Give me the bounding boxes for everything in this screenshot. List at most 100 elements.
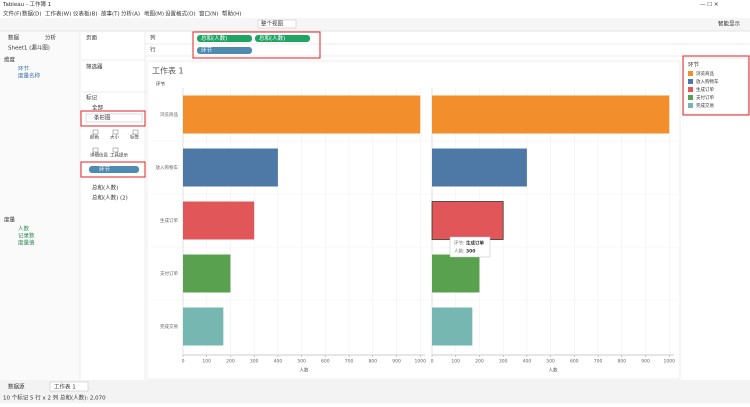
status: 总和(人数): 2,070	[60, 394, 106, 402]
sheet-tab[interactable]: 数据源	[8, 383, 25, 391]
smart-show[interactable]: 智能显示	[718, 20, 741, 28]
color-pill-label[interactable]: 环节	[99, 165, 111, 173]
legend-title: 环节	[688, 61, 700, 69]
category-label: 浏览商品	[160, 111, 178, 118]
mark-button-icon[interactable]	[92, 147, 99, 153]
category-label: 放入购物车	[156, 164, 179, 171]
legend-swatch[interactable]	[688, 71, 693, 76]
view-mode-box[interactable]	[257, 19, 297, 29]
menu-item[interactable]: 故事(T)	[101, 10, 120, 18]
bar	[432, 254, 480, 293]
tooltip-value: 300	[466, 249, 475, 255]
bar	[432, 307, 473, 346]
highlight-box	[682, 55, 750, 116]
shelf-label: 行	[150, 46, 156, 54]
bar	[432, 148, 527, 187]
mark-button-icon[interactable]	[112, 147, 119, 153]
menu-item[interactable]: 地图(M)	[144, 10, 164, 18]
x-tick-label: 1000	[415, 359, 427, 365]
status: 10 个标记	[3, 394, 29, 402]
tab[interactable]: 数据	[8, 34, 20, 42]
x-tick-label: 400	[523, 359, 532, 365]
mark-type-box[interactable]	[85, 113, 143, 123]
legend-label[interactable]: 支付订单	[696, 94, 714, 101]
row-pill[interactable]	[197, 47, 252, 54]
tab[interactable]: 分析	[45, 34, 57, 42]
x-tick-label: 300	[250, 359, 259, 365]
menu-item[interactable]: 工作表(W)	[45, 10, 71, 18]
dimension-field[interactable]: 度量名称	[18, 72, 41, 80]
bar	[183, 95, 421, 134]
legend-swatch[interactable]	[688, 95, 693, 100]
column-pill[interactable]	[197, 35, 252, 42]
mark-button[interactable]: 详细信息	[90, 152, 108, 159]
marks-sub-card[interactable]: 总和(人数)	[92, 184, 118, 192]
mark-button[interactable]: 工具提示	[110, 152, 128, 159]
mark-type[interactable]: 条形图	[94, 114, 111, 122]
worksheet-title: 工作表 1	[152, 66, 184, 76]
bar	[431, 201, 504, 240]
column-pill-label[interactable]: 总和(人数)	[259, 34, 285, 42]
menu-item[interactable]: 窗口(N)	[199, 10, 218, 18]
legend-label[interactable]: 放入购物车	[696, 78, 719, 85]
sheet-tab[interactable]: 工作表 1	[54, 383, 76, 391]
shelf-title: 标记	[86, 94, 98, 102]
toolbar	[0, 18, 750, 31]
x-tick-label: 500	[297, 359, 306, 365]
dimension-field[interactable]: 环节	[18, 65, 30, 73]
marks-sub-card[interactable]: 总和(人数) (2)	[92, 194, 128, 202]
column-pill[interactable]	[255, 35, 310, 42]
window-title: Tableau - 工作簿 1	[2, 0, 51, 8]
mark-button[interactable]: 大小	[110, 134, 119, 141]
x-tick-label: 700	[345, 359, 354, 365]
category-label: 支付订单	[160, 270, 178, 277]
view-mode[interactable]: 整个视图	[261, 20, 284, 28]
legend-swatch[interactable]	[688, 103, 693, 108]
data-source[interactable]: Sheet1 (漏斗图)	[8, 44, 50, 52]
measure-field[interactable]: 人数	[18, 225, 30, 233]
shelf-title: 页面	[86, 35, 98, 42]
bar	[183, 307, 224, 346]
x-tick-label: 900	[641, 359, 650, 365]
footer	[0, 380, 750, 403]
legend-label[interactable]: 生成订单	[696, 86, 714, 93]
x-tick-label: 1000	[664, 359, 676, 365]
mark-button-icon[interactable]	[132, 129, 139, 135]
menu-item[interactable]: 分析(A)	[121, 10, 140, 18]
x-tick-label: 0	[182, 359, 185, 365]
active-tab[interactable]	[49, 381, 89, 392]
bar	[183, 148, 278, 187]
mark-button[interactable]: 颜色	[90, 134, 99, 141]
tooltip-label: 人数:	[454, 248, 465, 255]
row-header: 环节	[156, 82, 165, 88]
legend-label[interactable]: 完成交易	[696, 102, 714, 109]
column-pill-label[interactable]: 总和(人数)	[201, 34, 227, 42]
legend-label[interactable]: 浏览商品	[696, 70, 714, 77]
row-pill-label[interactable]: 环节	[201, 46, 213, 54]
measure-field[interactable]: 记录数	[18, 232, 35, 240]
marks-all[interactable]: 全部	[92, 104, 104, 112]
legend-swatch[interactable]	[688, 87, 693, 92]
highlight-box	[192, 31, 321, 59]
mark-button-icon[interactable]	[112, 129, 119, 135]
legend-swatch[interactable]	[688, 79, 693, 84]
mark-button-icon[interactable]	[92, 129, 99, 135]
measure-field[interactable]: 度量值	[18, 239, 35, 247]
window-controls[interactable]: — ☐ ✕	[700, 1, 719, 8]
menu-item[interactable]: 数据(D)	[22, 10, 42, 18]
menu-item[interactable]: 文件(F)	[3, 10, 21, 18]
menu-item[interactable]: 帮助(H)	[222, 10, 241, 18]
x-tick-label: 0	[431, 359, 434, 365]
x-axis-title: 人数	[549, 367, 558, 374]
x-tick-label: 300	[499, 359, 508, 365]
menu-item[interactable]: 仪表板(B)	[73, 10, 98, 18]
bar	[183, 201, 255, 240]
mark-button[interactable]: 标签	[130, 134, 139, 141]
legend-box	[683, 57, 749, 115]
menu-item[interactable]: 设置格式(O)	[165, 10, 196, 18]
color-pill[interactable]	[89, 166, 139, 173]
title-bar	[0, 0, 750, 9]
x-tick-label: 900	[392, 359, 401, 365]
status: 5 行 x 2 列	[30, 394, 59, 402]
